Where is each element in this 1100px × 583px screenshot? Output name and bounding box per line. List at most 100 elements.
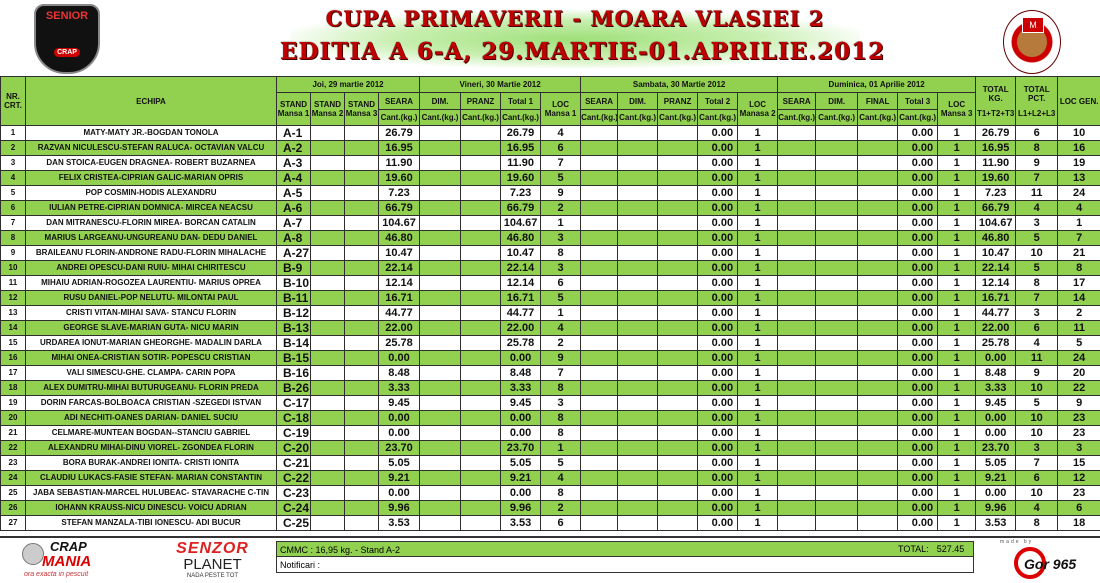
cell-loc-2: 1 (738, 471, 778, 486)
cell-dim-3 (618, 381, 658, 396)
cell-echipa: VALI SIMESCU-GHE. CLAMPA- CARIN POPA (26, 366, 277, 381)
cell-nr: 11 (1, 276, 26, 291)
col-final-4: FINAL (858, 93, 898, 110)
cell-loc-gen: 9 (1058, 396, 1100, 411)
cell-nr: 19 (1, 396, 26, 411)
cell-stand-2 (311, 486, 345, 501)
cell-dim-3 (618, 351, 658, 366)
cell-loc-3: 1 (938, 246, 976, 261)
cell-total-1: 9.96 (501, 501, 541, 516)
cell-final-4 (858, 231, 898, 246)
senior-crap-logo: SENIOR CRAP (34, 4, 100, 74)
col-loc-2: LOC Manasa 2 (738, 93, 778, 126)
cell-nr: 21 (1, 426, 26, 441)
cell-dim-3 (618, 171, 658, 186)
cell-total-2: 0.00 (698, 126, 738, 141)
cell-loc-1: 6 (541, 141, 581, 156)
total-value: 527.45 (937, 544, 965, 554)
cell-stand-1: C-25 (277, 516, 311, 531)
cell-loc-1: 8 (541, 246, 581, 261)
cell-pranz-2 (461, 186, 501, 201)
cell-pranz-2 (461, 516, 501, 531)
unit-pranz-3: Cant.(kg.) (658, 110, 698, 126)
cell-total-kg: 7.23 (976, 186, 1016, 201)
cell-stand-3 (345, 351, 379, 366)
cell-loc-1: 2 (541, 501, 581, 516)
cell-loc-2: 1 (738, 351, 778, 366)
cell-total-3: 0.00 (898, 441, 938, 456)
cell-seara-1: 16.71 (379, 291, 420, 306)
cell-seara-1: 22.14 (379, 261, 420, 276)
cell-loc-3: 1 (938, 441, 976, 456)
cell-nr: 26 (1, 501, 26, 516)
grand-total: TOTAL:527.45 (898, 544, 964, 555)
cell-loc-1: 4 (541, 126, 581, 141)
cell-dim-4 (816, 456, 858, 471)
cell-total-2: 0.00 (698, 426, 738, 441)
cell-stand-2 (311, 366, 345, 381)
cell-seara-1: 25.78 (379, 336, 420, 351)
cell-loc-gen: 5 (1058, 336, 1100, 351)
gor965-logo: made by Gor 965 (1000, 539, 1095, 581)
cell-total-kg: 3.33 (976, 381, 1016, 396)
day4-header: Duminica, 01 Aprilie 2012 (778, 77, 976, 93)
cell-seara-1: 3.33 (379, 381, 420, 396)
col-total-kg: TOTAL KG.T1+T2+T3 (976, 77, 1016, 126)
cell-total-3: 0.00 (898, 396, 938, 411)
cell-total-1: 0.00 (501, 411, 541, 426)
cell-total-2: 0.00 (698, 141, 738, 156)
cell-final-4 (858, 126, 898, 141)
cell-seara-3 (581, 291, 618, 306)
cell-loc-3: 1 (938, 366, 976, 381)
cell-total-kg: 66.79 (976, 201, 1016, 216)
cell-loc-2: 1 (738, 261, 778, 276)
cell-nr: 15 (1, 336, 26, 351)
cell-echipa: POP COSMIN-HODIS ALEXANDRU (26, 186, 277, 201)
cell-echipa: GEORGE SLAVE-MARIAN GUTA- NICU MARIN (26, 321, 277, 336)
cell-seara-4 (778, 201, 816, 216)
cell-nr: 10 (1, 261, 26, 276)
cell-total-kg: 3.53 (976, 516, 1016, 531)
cell-final-4 (858, 141, 898, 156)
cell-total-kg: 25.78 (976, 336, 1016, 351)
senior-logo-text: SENIOR (36, 10, 98, 22)
cell-nr: 18 (1, 381, 26, 396)
cell-loc-2: 1 (738, 171, 778, 186)
cell-loc-3: 1 (938, 276, 976, 291)
cell-dim-3 (618, 456, 658, 471)
cell-total-1: 0.00 (501, 486, 541, 501)
day2-header: Vineri, 30 Martie 2012 (420, 77, 581, 93)
cell-echipa: CLAUDIU LUKACS-FASIE STEFAN- MARIAN CONS… (26, 471, 277, 486)
cell-pranz-3 (658, 471, 698, 486)
cell-dim-4 (816, 261, 858, 276)
cell-loc-2: 1 (738, 156, 778, 171)
cell-total-3: 0.00 (898, 366, 938, 381)
cell-loc-1: 6 (541, 276, 581, 291)
cell-seara-4 (778, 351, 816, 366)
cell-total-2: 0.00 (698, 471, 738, 486)
cell-nr: 14 (1, 321, 26, 336)
cell-stand-2 (311, 501, 345, 516)
cell-dim-4 (816, 411, 858, 426)
cell-stand-1: C-22 (277, 471, 311, 486)
cell-stand-3 (345, 471, 379, 486)
cell-total-3: 0.00 (898, 381, 938, 396)
cell-stand-3 (345, 171, 379, 186)
cell-total-3: 0.00 (898, 276, 938, 291)
cell-loc-gen: 3 (1058, 441, 1100, 456)
cell-loc-1: 1 (541, 441, 581, 456)
col-nr-crt: NR. CRT. (1, 77, 26, 126)
cell-stand-1: A-8 (277, 231, 311, 246)
cell-loc-gen: 1 (1058, 216, 1100, 231)
cell-pranz-2 (461, 351, 501, 366)
cell-total-2: 0.00 (698, 321, 738, 336)
cell-total-1: 9.21 (501, 471, 541, 486)
cell-total-3: 0.00 (898, 351, 938, 366)
cell-pranz-3 (658, 306, 698, 321)
cell-total-pct: 4 (1016, 201, 1058, 216)
cell-dim-3 (618, 261, 658, 276)
cell-pranz-2 (461, 426, 501, 441)
